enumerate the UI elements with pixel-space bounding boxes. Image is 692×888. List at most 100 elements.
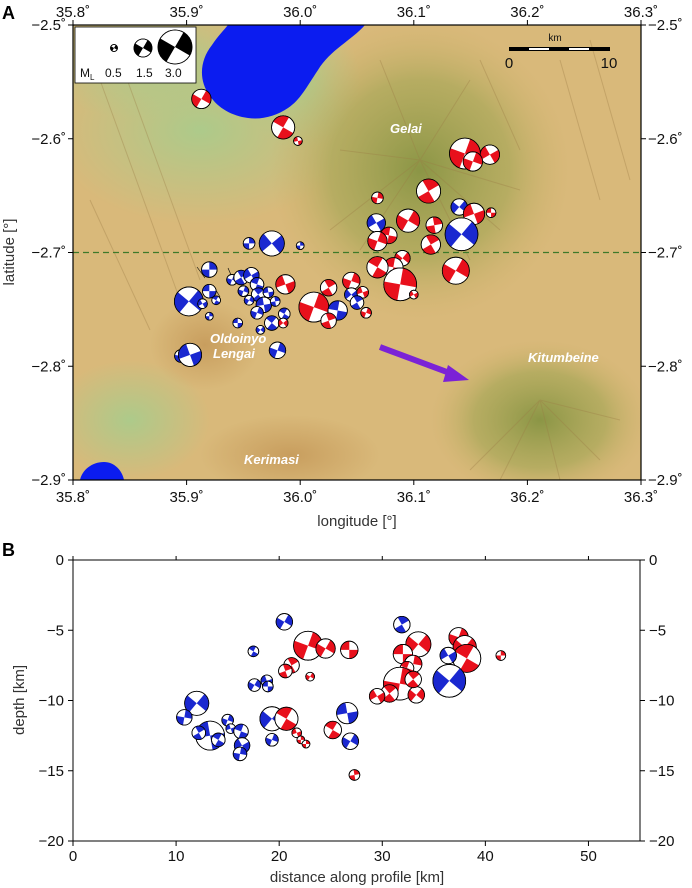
profile-event-36 — [232, 746, 248, 762]
scale-bar-label-10: 10 — [601, 55, 618, 72]
profile-axes-ticks: 0 10 20 30 40 50 0 0 −5 −5 −10 −10 −15 −15 −20 −20 — [39, 552, 675, 865]
profile-event-31 — [191, 725, 206, 741]
profile-event-40 — [291, 727, 302, 739]
place-gelai: Gelai — [390, 121, 422, 136]
profile-frame — [72, 559, 641, 842]
legend-ball-large — [157, 29, 193, 65]
map-event-39 — [197, 298, 208, 309]
map-event-0 — [191, 88, 212, 110]
hillshade-lines — [89, 39, 631, 480]
profile-event-18 — [452, 643, 482, 673]
profile-x-axis-label: distance along profile [km] — [270, 869, 444, 886]
profile-event-25 — [368, 688, 386, 705]
southwest-lake — [80, 462, 124, 480]
map-events — [173, 88, 500, 367]
profile-y-ticklabel-left-3: −15 — [39, 763, 64, 780]
map-x-ticklabel-bottom-3: 36.1˚ — [397, 489, 431, 506]
profile-event-0 — [275, 613, 293, 631]
map-y-ticklabel-left-4: −2.9˚ — [31, 472, 66, 489]
map-x-ticklabel-top-2: 36.0˚ — [283, 4, 317, 21]
scale-bar-seg2 — [569, 48, 589, 50]
map-event-1 — [271, 115, 296, 140]
kerimasi-shading — [200, 415, 380, 480]
map-event-45 — [237, 285, 250, 297]
profile-event-46 — [348, 769, 361, 781]
map-event-34 — [320, 312, 337, 329]
map-y-ticklabel-right-0: −2.5˚ — [648, 17, 683, 34]
legend-ball-small — [110, 44, 118, 52]
map-event-59 — [268, 341, 287, 359]
map-event-56 — [232, 317, 243, 329]
map-y-axis-label: latitude [°] — [1, 219, 18, 286]
profile-event-19 — [439, 646, 457, 665]
map-event-60 — [295, 241, 305, 250]
map-event-13 — [425, 216, 443, 234]
map-event-51 — [250, 306, 264, 320]
map-event-6 — [371, 191, 384, 205]
map-event-23 — [441, 256, 470, 285]
map-event-7 — [416, 178, 442, 204]
map-y-ticklabel-right-2: −2.7˚ — [648, 245, 683, 262]
profile-event-3 — [315, 638, 336, 659]
profile-event-2 — [293, 630, 323, 661]
profile-event-1 — [247, 645, 260, 658]
profile-event-39 — [265, 733, 279, 747]
profile-event-43 — [323, 720, 342, 740]
profile-event-7 — [305, 671, 315, 682]
panel-b-label: B — [2, 540, 15, 560]
kitumbeine-shading — [430, 340, 641, 480]
map-event-24 — [342, 271, 361, 291]
map-y-ticklabel-left-1: −2.6˚ — [31, 131, 66, 148]
profile-event-27 — [184, 690, 210, 716]
profile-x-ticklabel-1: 10 — [168, 848, 185, 865]
map-event-27 — [383, 267, 417, 302]
map-event-25 — [319, 279, 338, 297]
map-y-ticklabel-left-3: −2.8˚ — [31, 358, 66, 375]
scale-bar-body — [509, 47, 610, 51]
profile-event-26 — [404, 670, 422, 689]
gelai-volcano-shading — [270, 25, 570, 320]
profile-y-ticklabel-left-2: −10 — [39, 693, 64, 710]
map-event-35 — [408, 289, 419, 300]
map-axes-ticks: 35.8˚ 35.8˚ 35.9˚ 35.9˚ 36.0˚ 36.0˚ 36.1˚ 36.1˚… — [31, 4, 682, 506]
profile-event-4 — [340, 640, 359, 660]
map-y-ticklabel-left-0: −2.5˚ — [31, 17, 66, 34]
map-x-ticklabel-top-0: 35.8˚ — [56, 4, 90, 21]
place-lengai: Lengai — [213, 346, 255, 361]
map-x-ticklabel-top-4: 36.2˚ — [510, 4, 544, 21]
map-event-9 — [485, 207, 497, 218]
profile-x-ticklabel-2: 20 — [271, 848, 288, 865]
profile-x-ticklabel-3: 30 — [374, 848, 391, 865]
magnitude-legend: M L 0.5 1.5 3.0 — [74, 26, 197, 84]
map-x-axis-label: longitude [°] — [317, 513, 396, 530]
profile-x-ticklabel-4: 40 — [477, 848, 494, 865]
map-event-30 — [349, 295, 365, 310]
map-x-ticklabel-bottom-5: 36.3˚ — [624, 489, 658, 506]
profile-y-ticklabel-right-3: −15 — [649, 763, 674, 780]
profile-event-45 — [341, 732, 359, 750]
profile-y-ticklabel-left-0: 0 — [56, 552, 64, 569]
map-event-4 — [479, 144, 500, 165]
map-x-ticklabel-top-5: 36.3˚ — [624, 4, 658, 21]
map-event-5 — [462, 151, 483, 172]
map-event-54 — [277, 317, 289, 329]
map-y-ticklabel-right-3: −2.8˚ — [648, 358, 683, 375]
map-event-48 — [262, 286, 275, 299]
map-event-2 — [293, 136, 303, 146]
profile-event-42 — [301, 739, 311, 749]
map-y-ticklabel-right-4: −2.9˚ — [648, 472, 683, 489]
panel-a-label: A — [2, 3, 15, 23]
lake-natron — [201, 25, 365, 119]
profile-event-28 — [176, 709, 193, 726]
place-oldoinyo: Oldoinyo — [210, 331, 266, 346]
profile-event-21 — [495, 650, 507, 661]
profile-y-ticklabel-right-0: 0 — [649, 552, 657, 569]
map-x-ticklabel-top-1: 35.9˚ — [169, 4, 203, 21]
map-event-16 — [367, 231, 388, 252]
profile-event-30 — [211, 732, 226, 748]
legend-mag-1: 1.5 — [136, 66, 153, 80]
map-x-ticklabel-bottom-1: 35.9˚ — [169, 489, 203, 506]
map-x-ticklabel-top-3: 36.1˚ — [397, 4, 431, 21]
scale-bar-seg1 — [529, 48, 549, 50]
scale-bar-unit: km — [548, 33, 561, 44]
